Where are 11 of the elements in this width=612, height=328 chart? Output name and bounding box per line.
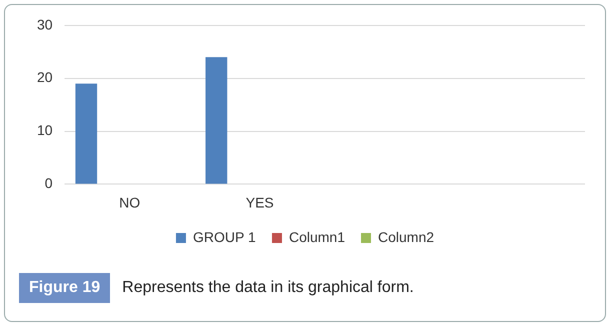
- y-tick-label: 0: [44, 175, 53, 192]
- y-tick-label: 10: [36, 122, 53, 138]
- text: Represents the data in its graphical form.: [122, 279, 414, 297]
- legend-label: Column2: [378, 228, 434, 245]
- x-tick-label: YES: [246, 194, 274, 210]
- legend-label: GROUP 1: [192, 228, 256, 245]
- x-tick-label: NO: [119, 194, 140, 210]
- y-tick-label: 20: [36, 69, 53, 86]
- y-tick-label: 30: [36, 16, 53, 32]
- caption: Figure 19: [19, 273, 110, 303]
- legend-label: Column1: [288, 228, 346, 245]
